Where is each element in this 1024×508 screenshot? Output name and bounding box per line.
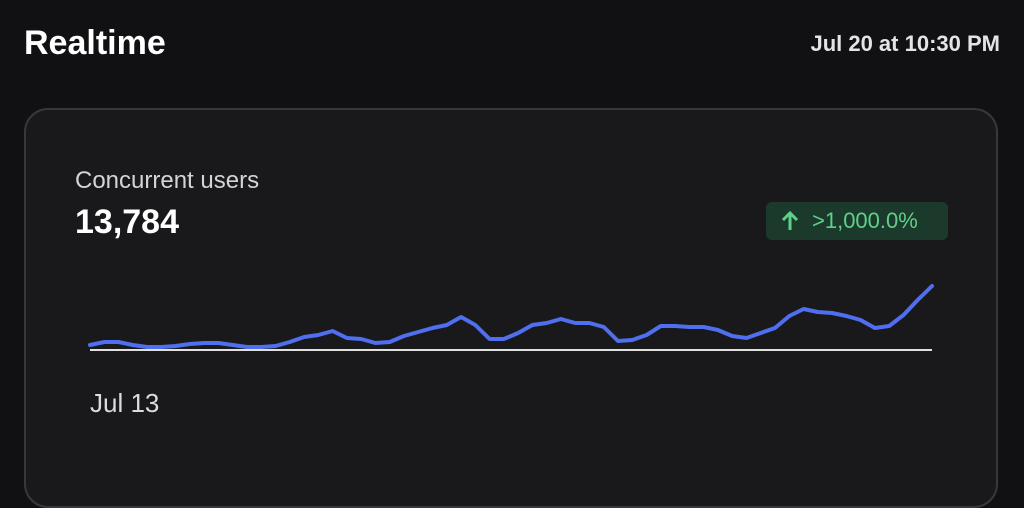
change-badge: >1,000.0% <box>766 202 948 240</box>
up-arrow <box>781 210 799 230</box>
page-title: Realtime <box>24 24 166 62</box>
metric-value: 13,784 <box>75 203 179 241</box>
chart: Jul 13 <box>88 284 934 418</box>
line <box>88 284 934 349</box>
x-tick-label: Jul 13 <box>90 388 159 418</box>
card <box>24 108 998 508</box>
page: Realtime Jul 20 at 10:30 PM Concurrent u… <box>24 24 1000 508</box>
timestamp: Jul 20 at 10:30 PM <box>810 31 1000 56</box>
change-text: >1,000.0% <box>812 208 918 233</box>
metric-label: Concurrent users <box>75 167 260 194</box>
